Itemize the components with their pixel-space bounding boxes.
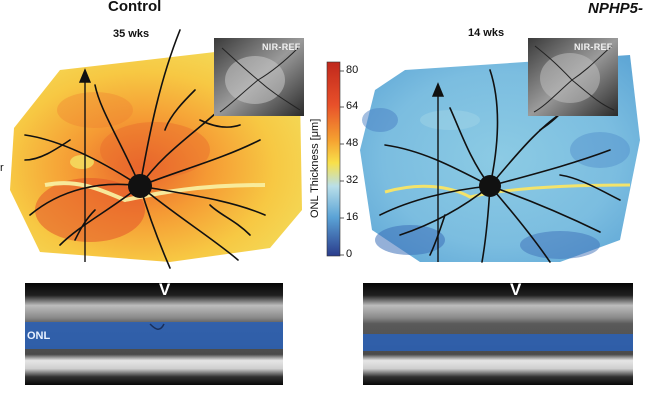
colorbar-tick-64: 64 <box>346 100 359 112</box>
nphp5-optic-disc <box>479 175 501 197</box>
nphp5-nir-ref-label: NIR-REF <box>574 42 613 52</box>
control-nir-ref-label: NIR-REF <box>262 42 301 52</box>
nphp5-fovea-marker: V <box>510 280 522 299</box>
control-nir-inset <box>214 38 304 116</box>
nphp5-age-label: 14 wks <box>468 27 505 39</box>
nphp5-bscan <box>363 283 633 385</box>
colorbar-tick-80: 80 <box>346 64 359 76</box>
colorbar <box>326 61 341 257</box>
colorbar-tick-16: 16 <box>346 211 359 223</box>
nphp5-title: NPHP5- <box>588 0 644 17</box>
colorbar-tick-48: 48 <box>346 137 359 149</box>
nphp5-nir-inset <box>528 38 618 116</box>
colorbar-title: ONL Thickness [μm] <box>309 118 321 218</box>
control-bscan <box>25 283 283 385</box>
colorbar-ticks <box>340 70 344 256</box>
control-onl-label: ONL <box>27 330 51 342</box>
control-optic-disc <box>128 174 152 198</box>
control-fovea-marker: V <box>159 280 171 299</box>
colorbar-tick-32: 32 <box>346 174 359 186</box>
left-edge-fragment: r <box>0 162 4 174</box>
control-scan-axis <box>78 68 92 262</box>
control-age-label: 35 wks <box>113 28 150 40</box>
nphp5-scan-axis <box>431 82 445 262</box>
colorbar-tick-0: 0 <box>346 248 353 260</box>
control-title: Control <box>108 0 162 15</box>
